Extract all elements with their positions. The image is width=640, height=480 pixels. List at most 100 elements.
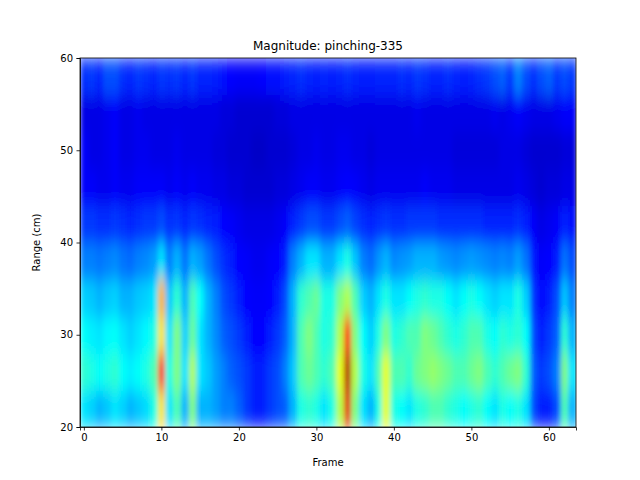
heat-cell [522,169,530,206]
x-tick-label: 0 [81,432,87,443]
heat-cell [297,206,305,243]
heat-cell [514,132,522,169]
heat-cell [251,316,259,353]
heat-cell [452,58,460,95]
heat-cell [545,243,553,280]
heat-cell [553,132,561,169]
y-tick-line [77,335,81,336]
heat-cell [351,316,359,353]
heat-cell [212,206,220,243]
heat-cell [390,316,398,353]
heat-cell [134,390,142,427]
heat-cell [80,132,88,169]
heat-cell [96,95,104,132]
y-tick: 20 [60,422,80,433]
heat-cell [553,58,561,95]
heat-cell [351,206,359,243]
heat-cell [220,58,228,95]
heat-cell [220,95,228,132]
heat-cell [189,206,197,243]
heat-cell [282,243,290,280]
heat-cell [421,353,429,390]
heat-cell [475,206,483,243]
heat-cell [320,279,328,316]
heat-cell [468,95,476,132]
heat-cell [491,353,499,390]
heat-cell [165,243,173,280]
heat-cell [251,132,259,169]
heat-cell [119,58,127,95]
heat-cell [336,390,344,427]
heat-cell [313,316,321,353]
y-tick-line [77,427,81,428]
heat-cell [336,95,344,132]
heat-cell [220,316,228,353]
heat-cell [196,353,204,390]
heat-cell [181,132,189,169]
heat-cell [421,169,429,206]
heat-cell [537,95,545,132]
heat-cell [251,243,259,280]
heat-cell [297,132,305,169]
heat-cell [483,279,491,316]
heat-cell [266,95,274,132]
heat-cell [429,132,437,169]
heat-cell [243,316,251,353]
heat-cell [468,279,476,316]
heat-cell [359,353,367,390]
heat-cell [406,316,414,353]
y-tick-line [77,58,81,59]
heat-cell [460,206,468,243]
heat-cell [452,132,460,169]
heat-cell [468,206,476,243]
heat-cell [111,206,119,243]
heat-cell [468,390,476,427]
heat-cell [165,169,173,206]
heat-cell [437,390,445,427]
plot-area: 01020304050602030405060 [60,53,576,443]
heat-cell [266,390,274,427]
heat-cell [274,169,282,206]
heat-cell [258,169,266,206]
heat-cell [452,279,460,316]
heat-cell [406,95,414,132]
heat-cell [359,390,367,427]
heat-cell [142,316,150,353]
heat-cell [328,58,336,95]
y-axis: 2030405060 [60,53,80,433]
heat-cell [499,279,507,316]
heat-cell [483,316,491,353]
heat-cell [499,390,507,427]
heat-cell [165,390,173,427]
chart-svg: 01020304050602030405060Magnitude: pinchi… [0,0,640,480]
heat-cell [243,206,251,243]
heat-cell [375,132,383,169]
heat-cell [475,132,483,169]
heat-cell [204,353,212,390]
heat-cell [359,243,367,280]
heat-cell [336,132,344,169]
heat-cell [375,243,383,280]
heat-cell [460,316,468,353]
heat-cell [328,243,336,280]
heat-cell [173,279,181,316]
heat-cell [506,95,514,132]
heat-cell [134,243,142,280]
x-tick-line [161,427,162,431]
heat-cell [553,95,561,132]
x-tick-line [316,427,317,431]
heat-cell [421,58,429,95]
heat-cell [506,243,514,280]
cells-clip [80,58,576,427]
heat-cell [514,279,522,316]
heat-cell [328,95,336,132]
heat-cell [297,353,305,390]
heat-cell [204,243,212,280]
heat-cell [328,279,336,316]
heat-cell [165,95,173,132]
heat-cell [522,390,530,427]
y-tick-label: 50 [60,145,73,156]
heat-cell [444,95,452,132]
heat-cell [320,58,328,95]
y-tick: 60 [60,53,80,64]
